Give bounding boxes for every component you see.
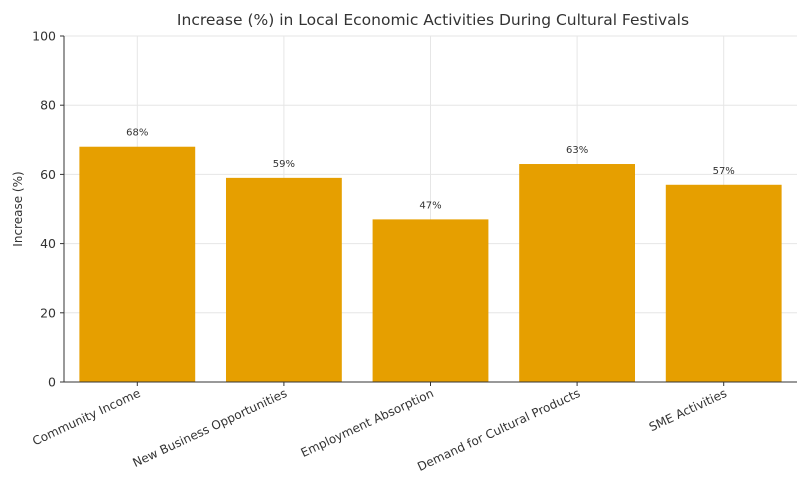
- data-label: 59%: [273, 159, 295, 170]
- data-label: 63%: [566, 145, 588, 156]
- bar: [519, 164, 636, 382]
- y-tick-label: 60: [40, 167, 56, 182]
- y-tick-label: 40: [40, 236, 56, 251]
- x-tick-label: Demand for Cultural Products: [415, 386, 582, 474]
- y-tick-label: 100: [32, 29, 56, 44]
- chart-title: Increase (%) in Local Economic Activitie…: [177, 11, 689, 29]
- bar: [665, 184, 782, 382]
- y-tick-label: 0: [48, 375, 56, 390]
- bar: [225, 177, 342, 382]
- x-tick-label: SME Activities: [647, 386, 729, 434]
- bars: [79, 146, 782, 382]
- axes: [60, 35, 797, 386]
- y-tick-label: 20: [40, 305, 56, 320]
- y-axis-label: Increase (%): [11, 171, 25, 246]
- x-tick-label: Community Income: [30, 386, 142, 448]
- data-label: 47%: [419, 200, 441, 211]
- y-tick-label: 80: [40, 98, 56, 113]
- data-label: 57%: [713, 166, 735, 177]
- data-label: 68%: [126, 128, 148, 139]
- x-tick-label: Employment Absorption: [299, 386, 436, 460]
- bar: [372, 219, 489, 382]
- bar: [79, 146, 196, 382]
- x-tick-label: New Business Opportunities: [130, 386, 289, 470]
